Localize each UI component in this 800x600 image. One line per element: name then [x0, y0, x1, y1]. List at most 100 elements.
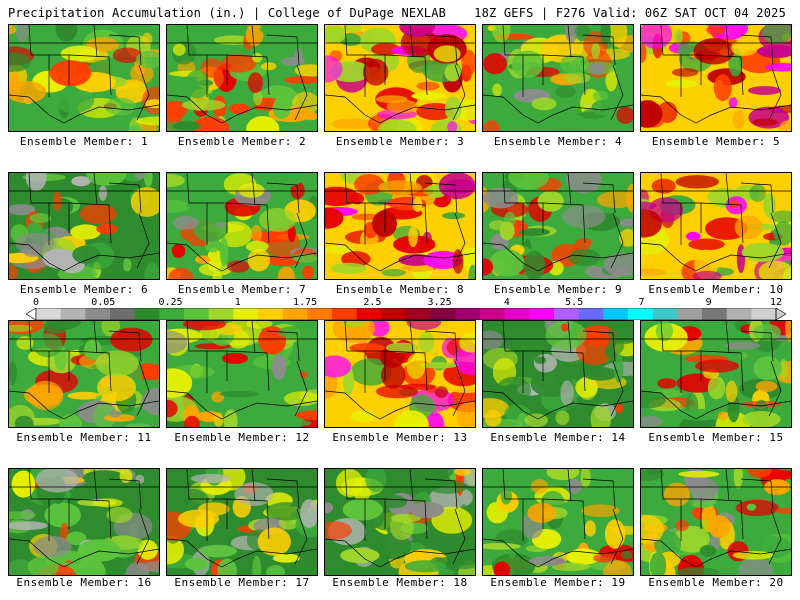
ensemble-member-label: Ensemble Member: 8: [335, 283, 465, 296]
ensemble-map-panel: [8, 172, 160, 280]
state-boundary: [28, 469, 70, 529]
precip-blob: [350, 410, 377, 423]
precip-blob: [385, 342, 419, 353]
state-boundary: [700, 498, 744, 540]
precip-blob: [673, 525, 710, 553]
precip-blob: [649, 552, 667, 575]
ensemble-map-panel: [640, 172, 792, 280]
ensemble-member-label: Ensemble Member: 20: [648, 576, 784, 589]
precip-blob: [110, 327, 153, 352]
state-boundary: [582, 182, 616, 214]
precip-blob: [741, 242, 784, 262]
precipitation-map: [483, 469, 633, 575]
ensemble-map-panel: [324, 468, 476, 576]
precip-blob: [641, 391, 667, 409]
state-boundary: [641, 390, 791, 420]
precipitation-map: [325, 321, 475, 427]
precip-blob: [411, 92, 446, 100]
precip-blob: [641, 514, 664, 544]
precip-blob: [75, 558, 106, 575]
colorbar-segment: [480, 308, 505, 320]
precip-blob: [378, 180, 422, 195]
state-boundary: [325, 538, 475, 568]
precip-blob: [742, 411, 781, 427]
precip-blob: [79, 203, 117, 224]
state-boundary: [325, 94, 475, 124]
state-boundary: [136, 360, 150, 417]
state-boundary: [251, 469, 256, 502]
precipitation-map: [641, 469, 791, 575]
precipitation-map: [325, 469, 475, 575]
precip-blob: [763, 192, 776, 218]
state-boundary: [68, 54, 112, 96]
precip-blob: [325, 186, 359, 207]
precip-blob: [564, 72, 591, 84]
ensemble-map-panel: [482, 172, 634, 280]
precip-blob: [607, 335, 625, 355]
ensemble-map-panel: [166, 24, 318, 132]
precip-blob: [733, 469, 743, 489]
state-boundary: [28, 321, 70, 381]
precip-blob: [592, 90, 609, 102]
state-boundary: [409, 173, 414, 206]
precip-blob: [70, 224, 101, 240]
precip-blob: [167, 399, 178, 418]
state-boundary: [251, 25, 256, 58]
state-boundary: [740, 182, 774, 214]
state-boundary: [660, 321, 702, 381]
precip-blob: [707, 376, 726, 400]
precip-blob: [223, 409, 238, 427]
precip-blob: [128, 124, 142, 131]
precip-blob: [184, 557, 208, 571]
precip-blob: [277, 266, 295, 279]
precip-blob: [725, 380, 738, 403]
precip-blob: [406, 353, 426, 379]
precip-blob: [400, 383, 437, 390]
ensemble-member-label: Ensemble Member: 5: [651, 135, 781, 148]
precip-blob: [738, 557, 774, 575]
precip-blob: [142, 32, 153, 46]
precip-blob: [713, 74, 732, 102]
precip-blob: [665, 79, 698, 88]
precip-blob: [386, 99, 419, 114]
precip-blob: [484, 410, 502, 427]
precipitation-map: [9, 469, 159, 575]
precip-blob: [226, 260, 250, 273]
ensemble-map-panel: [8, 24, 160, 132]
precip-blob: [9, 265, 19, 279]
precip-blob: [583, 367, 618, 381]
precipitation-map: [483, 321, 633, 427]
precip-blob: [325, 355, 352, 378]
precip-blob: [177, 509, 220, 528]
state-boundary: [502, 321, 544, 381]
precip-blob: [416, 81, 440, 91]
precip-blob: [496, 376, 532, 404]
colorbar-tick-label: 12: [769, 297, 783, 308]
state-boundary: [567, 25, 572, 58]
precip-blob: [137, 561, 159, 572]
ensemble-member-label: Ensemble Member: 12: [174, 431, 310, 444]
precip-blob: [519, 228, 550, 237]
precip-blob: [221, 54, 257, 73]
state-boundary: [409, 25, 414, 58]
state-boundary: [452, 360, 466, 417]
header-title: Precipitation Accumulation (in.) | Colle…: [8, 6, 447, 20]
precip-blob: [104, 97, 137, 116]
colorbar-tick-label: 9: [705, 297, 712, 308]
precip-blob: [655, 321, 673, 342]
state-boundary: [108, 182, 142, 214]
state-boundary: [108, 34, 142, 66]
precip-blob: [679, 408, 721, 421]
colorbar-segment: [233, 308, 259, 320]
colorbar-segment: [332, 308, 357, 320]
precip-blob: [447, 121, 458, 131]
precip-blob: [522, 115, 550, 131]
precipitation-map: [9, 173, 159, 279]
precip-blob: [492, 83, 502, 97]
precip-blob: [593, 553, 617, 563]
precip-blob: [779, 358, 788, 380]
precip-blob: [734, 215, 763, 240]
precip-blob: [468, 264, 475, 279]
precip-blob: [363, 58, 389, 86]
colorbar-tick-label: 1: [234, 297, 241, 308]
